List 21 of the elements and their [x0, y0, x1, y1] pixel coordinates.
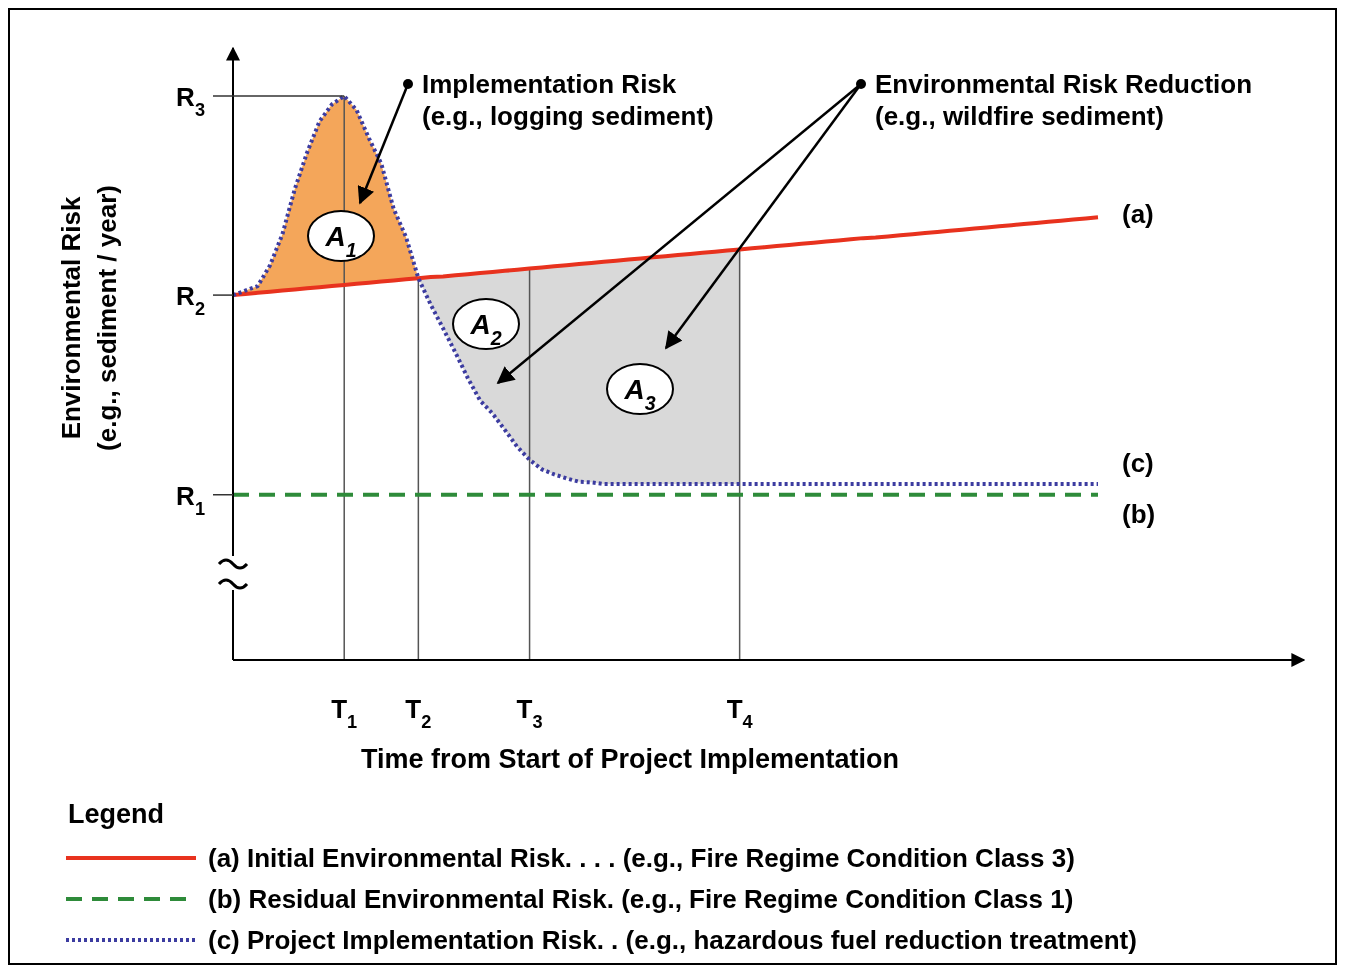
annotation: A$_{2}$ [469, 309, 502, 349]
legend-label: (c) Project Implementation Risk. . (e.g., hazardous fuel reduction treatment) [208, 925, 1137, 955]
y-axis-title: Environmental Risk (e.g., sediment / year) [56, 185, 122, 451]
text: R$_{3}$ [176, 82, 205, 120]
text: (c) [1122, 448, 1154, 479]
x-tick-label: T$_{1}$ [331, 694, 358, 732]
text: (a) [1122, 199, 1154, 230]
annotation: A$_{3}$ [623, 374, 656, 414]
legend-label: (b) Residual Environmental Risk. (e.g., Fire Regime Condition Class 1) [208, 884, 1074, 914]
x-tick-label: T$_{3}$ [516, 694, 543, 732]
text: (b) [1122, 498, 1156, 529]
text: R$_{2}$ [176, 281, 205, 320]
x-tick-label: T$_{2}$ [405, 694, 432, 732]
x-tick-label: T$_{4}$ [726, 694, 754, 732]
annotation: Environmental Risk Reduction (e.g., wildfire sediment) [875, 69, 1253, 131]
annotation: Implementation Risk (e.g., logging sediment) [422, 69, 714, 131]
annotation: A$_{1}$ [324, 221, 357, 261]
legend-label: (a) Initial Environmental Risk. . . . (e.g., Fire Regime Condition Class 3) [208, 843, 1075, 873]
x-axis-title: Time from Start of Project Implementation [360, 744, 900, 774]
text: R$_{1}$ [176, 480, 205, 519]
legend-title: Legend [68, 799, 165, 829]
